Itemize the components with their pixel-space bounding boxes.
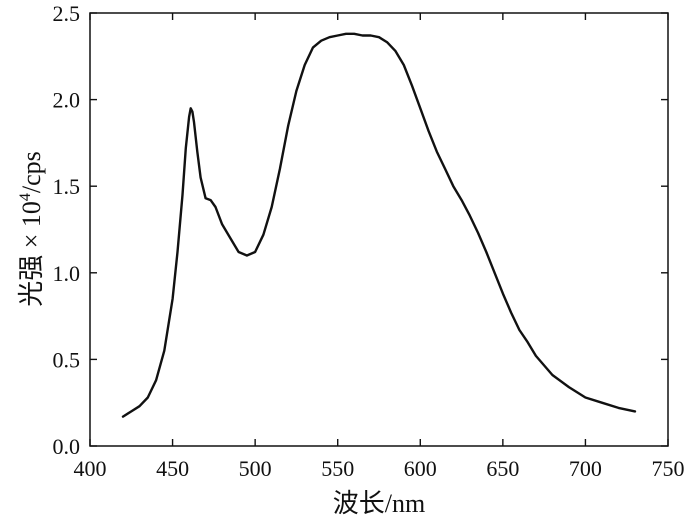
x-tick-label: 500 bbox=[239, 456, 272, 481]
x-tick-label: 550 bbox=[321, 456, 354, 481]
y-axis-title-exponent: 4 bbox=[17, 193, 34, 201]
tick-marks bbox=[89, 12, 669, 447]
plot-frame bbox=[89, 12, 669, 447]
x-axis-title: 波长/nm bbox=[333, 489, 425, 518]
y-tick-label: 2.5 bbox=[53, 1, 81, 26]
x-tick-label: 750 bbox=[652, 456, 685, 481]
y-tick-label: 2.0 bbox=[53, 88, 81, 113]
x-tick-label: 400 bbox=[74, 456, 107, 481]
x-tick-labels: 400 450 500 550 600 650 700 750 bbox=[74, 456, 685, 481]
y-tick-label: 1.5 bbox=[53, 174, 81, 199]
y-axis-title-base: 光强 × 10 bbox=[17, 201, 46, 307]
y-tick-label: 0.5 bbox=[53, 347, 81, 372]
y-tick-label: 1.0 bbox=[53, 261, 81, 286]
y-tick-label: 0.0 bbox=[53, 434, 81, 459]
y-tick-labels: 0.0 0.5 1.0 1.5 2.0 2.5 bbox=[53, 1, 81, 459]
series-line bbox=[121, 32, 637, 418]
x-tick-label: 650 bbox=[486, 456, 519, 481]
x-tick-label: 450 bbox=[156, 456, 189, 481]
x-tick-label: 600 bbox=[404, 456, 437, 481]
y-axis-title: 光强 × 104/cps bbox=[17, 151, 46, 307]
y-axis-title-unit: /cps bbox=[17, 151, 46, 193]
x-tick-label: 700 bbox=[569, 456, 602, 481]
